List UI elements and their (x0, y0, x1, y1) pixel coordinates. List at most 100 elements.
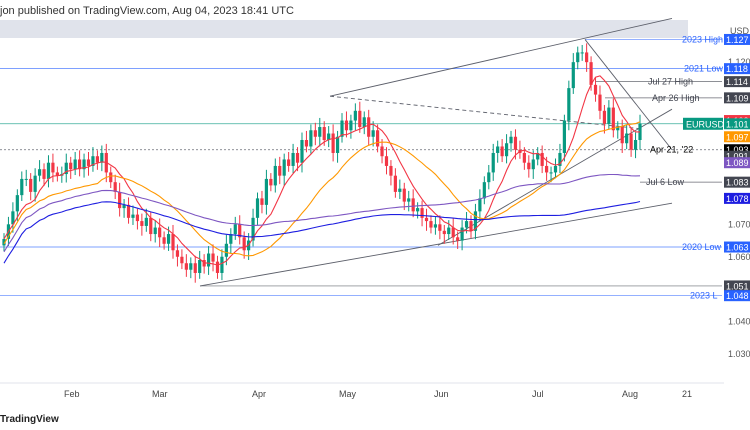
candle-body (318, 127, 322, 137)
candle-body (367, 117, 371, 137)
candle-body (540, 152, 544, 166)
candle-body (78, 159, 82, 170)
candle-body (313, 130, 317, 137)
candle-body (206, 253, 211, 267)
price-tag (724, 63, 750, 75)
candle-body (620, 127, 624, 144)
candle-body (55, 172, 59, 176)
candle-body (260, 198, 264, 205)
candle-body (353, 110, 357, 121)
x-tick-label: Jul (532, 389, 544, 399)
candle-body (162, 237, 166, 244)
candle-body (464, 221, 469, 228)
publisher-header: jon published on TradingView.com, Aug 04… (0, 0, 750, 20)
candle-body (375, 130, 380, 147)
candle-body (331, 133, 335, 153)
price-tag-label: 1.063 (726, 243, 749, 253)
candle-body (456, 237, 460, 241)
candle-body (126, 204, 131, 218)
symbol-tag-label: EURUSD (686, 119, 725, 129)
candle-body (309, 130, 313, 147)
candle-body (224, 243, 228, 257)
price-tag (724, 76, 750, 88)
candle-body (158, 227, 162, 238)
candle-body (180, 256, 184, 264)
candle-body (229, 234, 233, 244)
candle-body (20, 178, 24, 196)
candle-body (86, 159, 91, 166)
candle-body (496, 146, 500, 153)
candle-body (384, 156, 389, 166)
candle-body (233, 224, 237, 235)
candle-body (411, 198, 415, 212)
price-axis-panel (724, 20, 750, 390)
candle-body (300, 140, 304, 163)
candle-body (42, 169, 46, 179)
candle-body (407, 198, 411, 202)
candle-body (73, 159, 77, 170)
candle-body (24, 178, 28, 180)
candle-body (513, 136, 518, 150)
candle-body (438, 224, 442, 231)
candle-body (46, 162, 51, 179)
candle-body (118, 191, 122, 209)
candle-body (349, 120, 353, 131)
candle-body (558, 152, 562, 166)
candle-body (420, 208, 424, 218)
price-tag-label: 1.078 (726, 194, 749, 204)
candle-body (429, 221, 433, 228)
candle-body (500, 146, 504, 157)
candle-body (567, 88, 571, 121)
candle-body (447, 227, 451, 235)
y-tick-label: 1.070 (728, 219, 750, 229)
candle-body (616, 127, 620, 131)
candle-body (398, 188, 402, 192)
annotation-label: 2021 Low (684, 64, 724, 74)
candle-body (37, 169, 42, 176)
candle-body (251, 217, 255, 241)
candle-body (393, 175, 397, 192)
ma-purple-line (3, 173, 641, 253)
candle-body (576, 52, 580, 63)
candle-body (2, 238, 6, 246)
price-tag-label: 1.118 (726, 64, 748, 74)
candle-body (482, 182, 486, 199)
candle-body (585, 52, 589, 63)
candle-body (442, 230, 446, 235)
candle-body (340, 120, 344, 137)
price-tag (724, 241, 750, 253)
candle-body (91, 156, 95, 166)
trend-line (329, 17, 673, 97)
x-tick-label: Mar (152, 389, 168, 399)
candle-body (215, 261, 220, 273)
candle-body (109, 172, 113, 183)
candle-body (451, 227, 455, 238)
candle-body (611, 107, 615, 131)
candle-body (264, 178, 269, 205)
candle-body (149, 217, 153, 235)
candle-body (33, 175, 37, 192)
candle-body (322, 127, 326, 140)
footer: TradingView (0, 410, 750, 430)
price-tag (724, 176, 750, 188)
candle-body (358, 110, 362, 128)
price-tag (724, 118, 750, 130)
candle-body (424, 217, 429, 222)
y-tick-label: 1.030 (728, 349, 750, 359)
currency-label: USD (730, 26, 750, 36)
candle-body (402, 188, 406, 202)
candle-body (198, 260, 202, 273)
candle-body (278, 165, 282, 176)
candle-body (295, 152, 300, 163)
candle-body (504, 143, 509, 157)
trend-line (329, 95, 641, 130)
ma-red-line (3, 75, 640, 266)
candle-body (469, 221, 473, 231)
publisher-text: jon published on TradingView.com, Aug 04… (0, 5, 294, 17)
candle-body (269, 178, 273, 186)
candle-body (273, 165, 277, 186)
tradingview-logo: TradingView (0, 414, 59, 425)
candle-body (389, 165, 393, 176)
candle-body (522, 152, 526, 163)
